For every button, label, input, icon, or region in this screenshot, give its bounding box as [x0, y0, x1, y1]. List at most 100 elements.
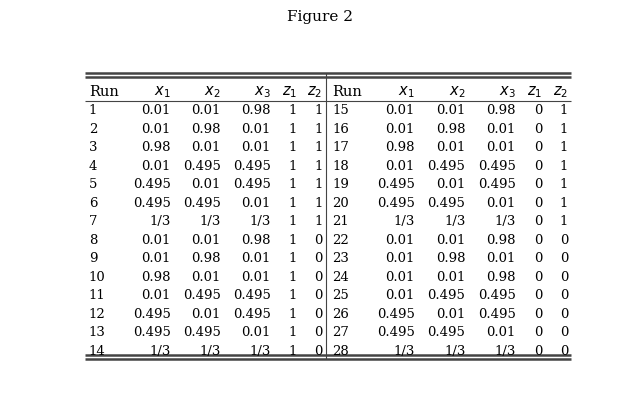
Text: 1/3: 1/3 — [394, 344, 415, 357]
Text: Run: Run — [89, 85, 119, 99]
Text: 0.98: 0.98 — [436, 123, 465, 135]
Text: 0: 0 — [560, 252, 568, 265]
Text: 1/3: 1/3 — [250, 344, 271, 357]
Text: 0: 0 — [534, 344, 542, 357]
Text: 0: 0 — [534, 270, 542, 283]
Text: 0.01: 0.01 — [191, 270, 221, 283]
Text: 0.01: 0.01 — [436, 307, 465, 320]
Text: 1: 1 — [314, 104, 323, 117]
Text: 1: 1 — [289, 252, 297, 265]
Text: 0.01: 0.01 — [141, 289, 171, 301]
Text: 0.495: 0.495 — [478, 307, 516, 320]
Text: 1: 1 — [560, 141, 568, 154]
Text: 0.495: 0.495 — [183, 196, 221, 209]
Text: $x_1$: $x_1$ — [154, 84, 171, 100]
Text: 0.01: 0.01 — [191, 307, 221, 320]
Text: 0.01: 0.01 — [191, 178, 221, 191]
Text: 15: 15 — [332, 104, 349, 117]
Text: 0.98: 0.98 — [141, 270, 171, 283]
Text: 0.01: 0.01 — [141, 159, 171, 173]
Text: 28: 28 — [332, 344, 349, 357]
Text: 1: 1 — [314, 178, 323, 191]
Text: 1: 1 — [289, 325, 297, 338]
Text: 0: 0 — [560, 307, 568, 320]
Text: 1/3: 1/3 — [444, 215, 465, 228]
Text: 0.01: 0.01 — [242, 141, 271, 154]
Text: 0.98: 0.98 — [241, 104, 271, 117]
Text: 0: 0 — [560, 233, 568, 246]
Text: 0: 0 — [534, 233, 542, 246]
Text: 9: 9 — [89, 252, 97, 265]
Text: 0.01: 0.01 — [436, 233, 465, 246]
Text: 1: 1 — [289, 270, 297, 283]
Text: 1: 1 — [289, 344, 297, 357]
Text: 1/3: 1/3 — [250, 215, 271, 228]
Text: 0.495: 0.495 — [133, 196, 171, 209]
Text: 1: 1 — [560, 159, 568, 173]
Text: 0: 0 — [314, 289, 323, 301]
Text: 11: 11 — [89, 289, 106, 301]
Text: 0: 0 — [534, 159, 542, 173]
Text: 0.01: 0.01 — [436, 141, 465, 154]
Text: 0.495: 0.495 — [377, 307, 415, 320]
Text: 0: 0 — [534, 141, 542, 154]
Text: 1: 1 — [314, 141, 323, 154]
Text: 0.01: 0.01 — [141, 104, 171, 117]
Text: 1: 1 — [289, 215, 297, 228]
Text: 0: 0 — [560, 289, 568, 301]
Text: 0.495: 0.495 — [478, 289, 516, 301]
Text: 1/3: 1/3 — [495, 215, 516, 228]
Text: 0.495: 0.495 — [428, 196, 465, 209]
Text: $z_1$: $z_1$ — [282, 84, 297, 100]
Text: 0: 0 — [560, 270, 568, 283]
Text: 1/3: 1/3 — [200, 344, 221, 357]
Text: 0.495: 0.495 — [183, 159, 221, 173]
Text: 0.98: 0.98 — [486, 270, 516, 283]
Text: 0: 0 — [534, 215, 542, 228]
Text: 0: 0 — [534, 289, 542, 301]
Text: $x_3$: $x_3$ — [254, 84, 271, 100]
Text: 0.01: 0.01 — [385, 104, 415, 117]
Text: 4: 4 — [89, 159, 97, 173]
Text: 0.01: 0.01 — [242, 123, 271, 135]
Text: 0.01: 0.01 — [191, 233, 221, 246]
Text: 25: 25 — [332, 289, 349, 301]
Text: 1: 1 — [289, 141, 297, 154]
Text: $z_1$: $z_1$ — [527, 84, 542, 100]
Text: 0.495: 0.495 — [428, 325, 465, 338]
Text: 0: 0 — [314, 325, 323, 338]
Text: 2: 2 — [89, 123, 97, 135]
Text: 18: 18 — [332, 159, 349, 173]
Text: 0.01: 0.01 — [385, 289, 415, 301]
Text: 14: 14 — [89, 344, 106, 357]
Text: 1: 1 — [560, 178, 568, 191]
Text: $x_1$: $x_1$ — [398, 84, 415, 100]
Text: 1: 1 — [560, 104, 568, 117]
Text: 19: 19 — [332, 178, 349, 191]
Text: 24: 24 — [332, 270, 349, 283]
Text: 1/3: 1/3 — [394, 215, 415, 228]
Text: 0: 0 — [534, 307, 542, 320]
Text: 0: 0 — [534, 325, 542, 338]
Text: 1/3: 1/3 — [200, 215, 221, 228]
Text: 0.495: 0.495 — [478, 178, 516, 191]
Text: 0.495: 0.495 — [377, 196, 415, 209]
Text: 20: 20 — [332, 196, 349, 209]
Text: 0.495: 0.495 — [233, 289, 271, 301]
Text: 0.01: 0.01 — [242, 196, 271, 209]
Text: $z_2$: $z_2$ — [553, 84, 568, 100]
Text: 21: 21 — [332, 215, 349, 228]
Text: 0.01: 0.01 — [141, 123, 171, 135]
Text: 1: 1 — [314, 215, 323, 228]
Text: 0.01: 0.01 — [385, 159, 415, 173]
Text: 0.495: 0.495 — [233, 178, 271, 191]
Text: 0.495: 0.495 — [133, 325, 171, 338]
Text: 0.98: 0.98 — [191, 252, 221, 265]
Text: 0: 0 — [534, 104, 542, 117]
Text: 0.01: 0.01 — [141, 252, 171, 265]
Text: 0: 0 — [560, 344, 568, 357]
Text: 1: 1 — [560, 215, 568, 228]
Text: 0.98: 0.98 — [385, 141, 415, 154]
Text: 0.01: 0.01 — [385, 123, 415, 135]
Text: 1: 1 — [314, 123, 323, 135]
